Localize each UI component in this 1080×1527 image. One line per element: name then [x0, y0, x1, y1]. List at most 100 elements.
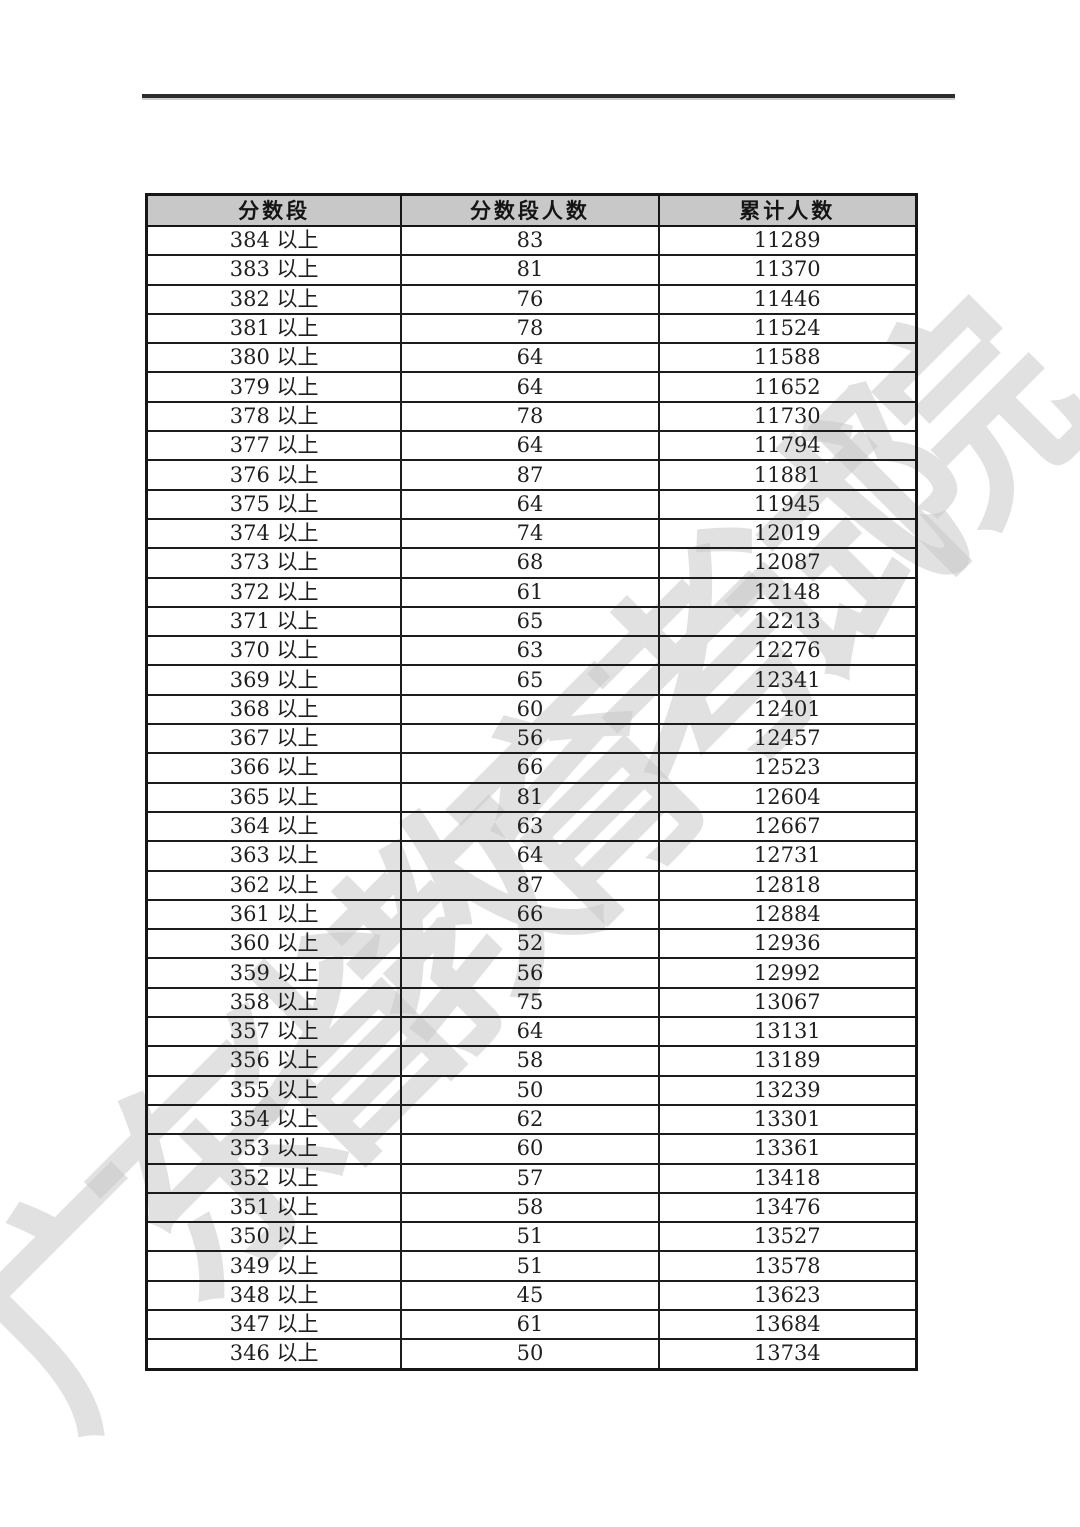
cell-score-range: 364 以上: [145, 810, 403, 843]
cell-cumulative-count: 12523: [657, 752, 918, 784]
table-row: 352 以上 57 13418: [145, 1162, 918, 1194]
table-row: 381 以上 78 11524: [145, 312, 918, 345]
cell-range-count: 51: [400, 1221, 660, 1253]
cell-range-count: 58: [400, 1191, 660, 1224]
table-row: 365 以上 81 12604: [145, 781, 918, 813]
cell-range-count: 61: [400, 576, 660, 608]
cell-cumulative-count: 11289: [657, 224, 918, 257]
cell-cumulative-count: 13578: [657, 1250, 918, 1282]
cell-range-count: 64: [400, 342, 660, 374]
cell-score-range: 350 以上: [145, 1221, 403, 1253]
cell-score-range: 372 以上: [145, 576, 403, 608]
cell-score-range: 358 以上: [145, 986, 403, 1019]
cell-score-range: 348 以上: [145, 1279, 403, 1311]
cell-range-count: 78: [400, 312, 660, 345]
cell-score-range: 360 以上: [145, 928, 403, 960]
cell-range-count: 58: [400, 1045, 660, 1077]
table-row: 355 以上 50 13239: [145, 1074, 918, 1106]
cell-score-range: 381 以上: [145, 312, 403, 345]
table-row: 384 以上 83 11289: [145, 224, 918, 257]
cell-score-range: 384 以上: [145, 224, 403, 257]
cell-range-count: 61: [400, 1308, 660, 1341]
cell-cumulative-count: 13239: [657, 1074, 918, 1106]
cell-range-count: 52: [400, 928, 660, 960]
score-distribution-table: 分数段 分数段人数 累计人数 384 以上 83 11289 383 以上 81…: [145, 193, 918, 1371]
cell-score-range: 379 以上: [145, 371, 403, 403]
cell-score-range: 382 以上: [145, 283, 403, 315]
cell-range-count: 64: [400, 430, 660, 462]
table-row: 378 以上 78 11730: [145, 400, 918, 433]
table-row: 371 以上 65 12213: [145, 605, 918, 638]
table-row: 379 以上 64 11652: [145, 371, 918, 403]
table-row: 356 以上 58 13189: [145, 1045, 918, 1077]
cell-range-count: 65: [400, 605, 660, 638]
table-row: 373 以上 68 12087: [145, 547, 918, 579]
cell-range-count: 81: [400, 781, 660, 813]
col-header-cumulative-count: 累计人数: [657, 193, 918, 227]
cell-cumulative-count: 11652: [657, 371, 918, 403]
cell-cumulative-count: 13131: [657, 1016, 918, 1048]
cell-cumulative-count: 12148: [657, 576, 918, 608]
cell-cumulative-count: 12936: [657, 928, 918, 960]
cell-range-count: 76: [400, 283, 660, 315]
cell-score-range: 352 以上: [145, 1162, 403, 1194]
cell-cumulative-count: 12604: [657, 781, 918, 813]
table-row: 360 以上 52 12936: [145, 928, 918, 960]
cell-cumulative-count: 11945: [657, 488, 918, 520]
cell-range-count: 63: [400, 810, 660, 843]
cell-range-count: 60: [400, 1133, 660, 1165]
table-row: 364 以上 63 12667: [145, 810, 918, 843]
cell-cumulative-count: 13301: [657, 1103, 918, 1136]
cell-cumulative-count: 12818: [657, 869, 918, 901]
cell-range-count: 74: [400, 517, 660, 550]
table-row: 361 以上 66 12884: [145, 898, 918, 931]
cell-score-range: 353 以上: [145, 1133, 403, 1165]
cell-range-count: 66: [400, 752, 660, 784]
cell-score-range: 367 以上: [145, 723, 403, 755]
cell-cumulative-count: 11730: [657, 400, 918, 433]
cell-score-range: 383 以上: [145, 254, 403, 286]
cell-range-count: 51: [400, 1250, 660, 1282]
cell-score-range: 363 以上: [145, 840, 403, 872]
table-row: 358 以上 75 13067: [145, 986, 918, 1019]
cell-range-count: 68: [400, 547, 660, 579]
cell-score-range: 362 以上: [145, 869, 403, 901]
cell-range-count: 63: [400, 635, 660, 667]
cell-score-range: 346 以上: [145, 1338, 403, 1371]
table-row: 368 以上 60 12401: [145, 693, 918, 726]
table-row: 363 以上 64 12731: [145, 840, 918, 872]
table-row: 357 以上 64 13131: [145, 1016, 918, 1048]
cell-range-count: 83: [400, 224, 660, 257]
cell-cumulative-count: 13067: [657, 986, 918, 1019]
cell-range-count: 45: [400, 1279, 660, 1311]
cell-score-range: 366 以上: [145, 752, 403, 784]
table-header: 分数段 分数段人数 累计人数: [145, 193, 918, 227]
table-row: 348 以上 45 13623: [145, 1279, 918, 1311]
table-row: 380 以上 64 11588: [145, 342, 918, 374]
cell-score-range: 377 以上: [145, 430, 403, 462]
cell-score-range: 370 以上: [145, 635, 403, 667]
cell-score-range: 371 以上: [145, 605, 403, 638]
cell-score-range: 373 以上: [145, 547, 403, 579]
cell-score-range: 365 以上: [145, 781, 403, 813]
cell-cumulative-count: 11370: [657, 254, 918, 286]
cell-score-range: 347 以上: [145, 1308, 403, 1341]
cell-range-count: 50: [400, 1338, 660, 1371]
cell-cumulative-count: 13527: [657, 1221, 918, 1253]
cell-range-count: 56: [400, 957, 660, 989]
table-row: 377 以上 64 11794: [145, 430, 918, 462]
cell-cumulative-count: 12087: [657, 547, 918, 579]
cell-cumulative-count: 13734: [657, 1338, 918, 1371]
table-row: 349 以上 51 13578: [145, 1250, 918, 1282]
cell-range-count: 75: [400, 986, 660, 1019]
cell-score-range: 359 以上: [145, 957, 403, 989]
cell-score-range: 378 以上: [145, 400, 403, 433]
cell-cumulative-count: 11881: [657, 459, 918, 491]
cell-range-count: 64: [400, 1016, 660, 1048]
cell-score-range: 375 以上: [145, 488, 403, 520]
cell-cumulative-count: 11524: [657, 312, 918, 345]
cell-cumulative-count: 12019: [657, 517, 918, 550]
cell-range-count: 64: [400, 840, 660, 872]
table-row: 347 以上 61 13684: [145, 1308, 918, 1341]
